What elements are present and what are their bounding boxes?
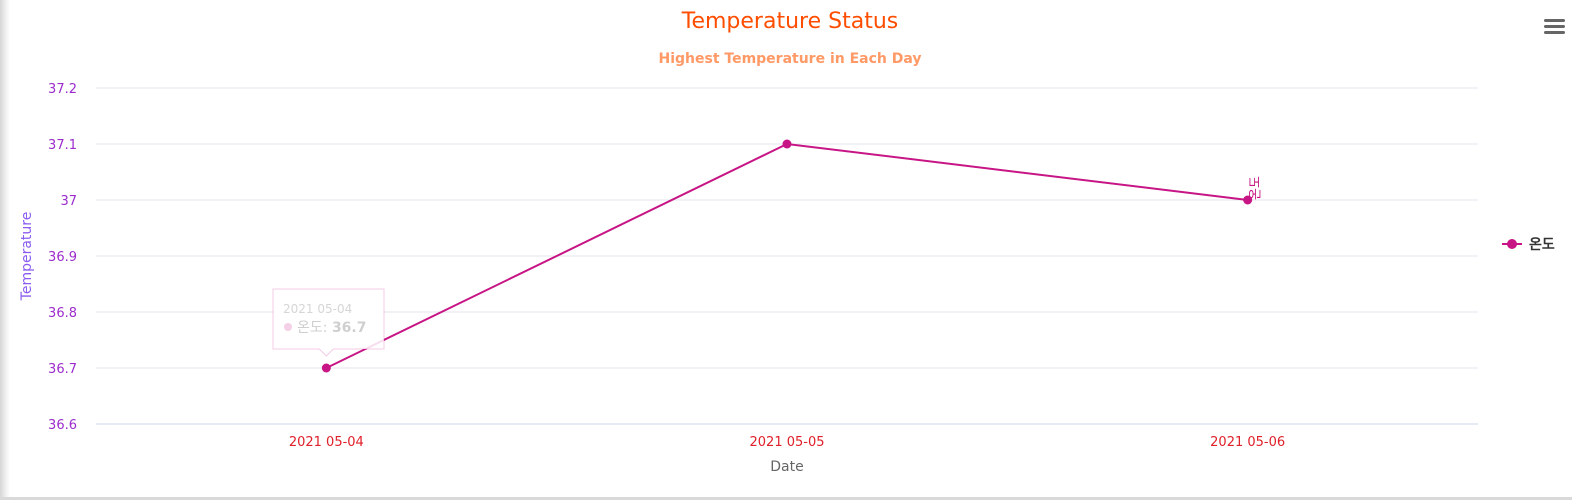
y-tick-label: 36.9 xyxy=(48,250,77,265)
tooltip-colon: : xyxy=(323,320,332,336)
legend-item[interactable]: 온도 xyxy=(1502,237,1555,253)
legend-label: 온도 xyxy=(1529,237,1555,253)
data-point[interactable] xyxy=(321,363,331,373)
tooltip-value: 36.7 xyxy=(332,320,367,336)
legend-marker-icon xyxy=(1507,239,1517,249)
y-tick-label: 37.1 xyxy=(48,138,77,153)
tooltip-series-text: 온도: 36.7 xyxy=(297,320,366,336)
y-tick-label: 37.2 xyxy=(48,82,77,97)
x-tick-label: 2021 05-06 xyxy=(1210,435,1285,450)
window-edge-shadow xyxy=(0,0,10,500)
y-tick-label: 36.6 xyxy=(48,418,77,433)
chart-subtitle: Highest Temperature in Each Day xyxy=(658,51,921,67)
tooltip-series-label: 온도 xyxy=(297,320,323,336)
tooltip-category: 2021 05-04 xyxy=(283,302,352,316)
y-tick-label: 36.8 xyxy=(48,306,77,321)
x-tick-label: 2021 05-04 xyxy=(289,435,364,450)
tooltip-series-dot xyxy=(284,323,292,331)
series-end-label: 온도 xyxy=(1249,176,1264,200)
x-axis-title: Date xyxy=(770,459,803,475)
x-tick-labels: 2021 05-04 2021 05-05 2021 05-06 xyxy=(289,435,1285,450)
data-point[interactable] xyxy=(782,139,792,149)
y-tick-labels: 36.6 36.7 36.8 36.9 37 37.1 37.2 xyxy=(48,82,77,433)
chart-title: Temperature Status xyxy=(681,9,898,34)
bottom-border xyxy=(0,497,1572,500)
y-tick-label: 37 xyxy=(60,194,77,209)
data-point[interactable] xyxy=(1243,195,1253,205)
y-tick-label: 36.7 xyxy=(48,362,77,377)
tooltip: 2021 05-04 온도: 36.7 xyxy=(272,288,385,357)
series-group: 온도 xyxy=(321,139,1264,373)
hamburger-menu-icon[interactable] xyxy=(1544,19,1565,34)
tooltip-box xyxy=(272,288,385,357)
x-tick-label: 2021 05-05 xyxy=(750,435,825,450)
y-axis-title: Temperature xyxy=(19,212,35,302)
